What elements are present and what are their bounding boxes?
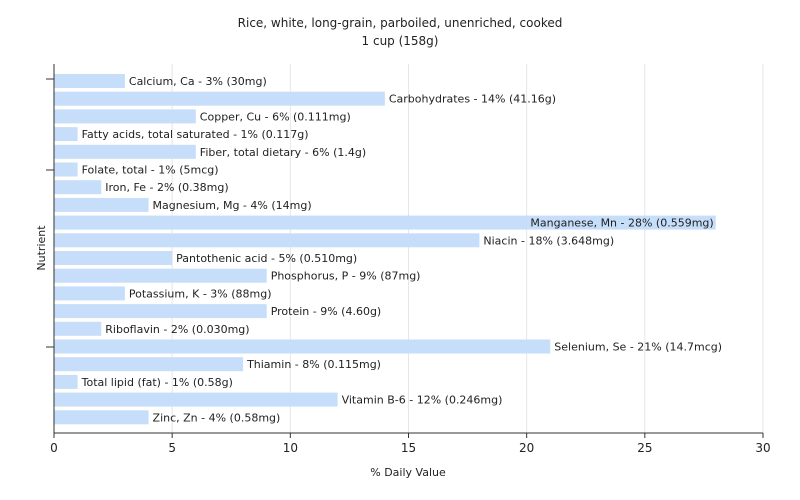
x-tick-label: 5 [168, 441, 176, 455]
x-axis-title: % Daily Value [370, 466, 446, 479]
bar [54, 74, 125, 88]
chart-title: Rice, white, long-grain, parboiled, unen… [238, 16, 563, 30]
bar [54, 251, 173, 265]
x-tick-label: 0 [50, 441, 58, 455]
bar [54, 410, 149, 425]
bar-label: Manganese, Mn - 28% (0.559mg) [530, 217, 713, 230]
x-tick-label: 25 [637, 441, 652, 455]
bar-label: Carbohydrates - 14% (41.16g) [389, 93, 556, 106]
x-tick-label: 20 [519, 441, 534, 455]
bar-label: Potassium, K - 3% (88mg) [129, 287, 272, 300]
bar-label: Thiamin - 8% (0.115mg) [246, 358, 381, 371]
bar-label: Zinc, Zn - 4% (0.58mg) [153, 411, 281, 424]
bar [54, 321, 102, 336]
bar-labels: Calcium, Ca - 3% (30mg) Carbohydrates - 1… [81, 75, 722, 424]
bar-label: Magnesium, Mg - 4% (14mg) [153, 199, 312, 212]
bar [54, 180, 102, 195]
bar [54, 304, 267, 319]
x-tick-label: 15 [401, 441, 416, 455]
x-tick-label: 30 [755, 441, 770, 455]
bar-label: Fiber, total dietary - 6% (1.4g) [200, 146, 366, 159]
bar-label: Vitamin B-6 - 12% (0.246mg) [342, 394, 503, 407]
bar-label: Protein - 9% (4.60g) [271, 305, 382, 318]
chart-subtitle: 1 cup (158g) [362, 34, 439, 48]
bar [54, 91, 385, 106]
grid-lines [171, 64, 764, 433]
bar-label: Iron, Fe - 2% (0.38mg) [105, 181, 228, 194]
bar-label: Riboflavin - 2% (0.030mg) [105, 323, 249, 336]
bar [54, 233, 480, 248]
bar [54, 339, 551, 354]
bar [54, 268, 267, 283]
bar [54, 162, 78, 177]
bar-label: Phosphorus, P - 9% (87mg) [271, 270, 421, 283]
bar-label: Total lipid (fat) - 1% (0.58g) [81, 376, 233, 389]
bar-label: Calcium, Ca - 3% (30mg) [129, 75, 267, 88]
bar-label: Niacin - 18% (3.648mg) [483, 234, 614, 247]
bar [54, 392, 338, 407]
bar [54, 357, 244, 372]
bar [54, 127, 78, 142]
bar-label: Fatty acids, total saturated - 1% (0.117… [82, 128, 309, 141]
bar [54, 144, 196, 159]
bar-label: Selenium, Se - 21% (14.7mcg) [554, 341, 722, 354]
bar [54, 215, 716, 230]
bar [54, 374, 78, 389]
bar [54, 197, 149, 212]
x-tick-label: 10 [283, 441, 298, 455]
bar [54, 109, 196, 124]
bar-label: Pantothenic acid - 5% (0.510mg) [176, 252, 357, 265]
bar [54, 286, 125, 301]
bar-label: Folate, total - 1% (5mcg) [82, 164, 219, 177]
bar-label: Copper, Cu - 6% (0.111mg) [200, 110, 351, 123]
bars [54, 74, 716, 425]
y-axis-title: Nutrient [35, 225, 48, 271]
axes: 0 5 10 15 20 25 30 [46, 64, 771, 455]
